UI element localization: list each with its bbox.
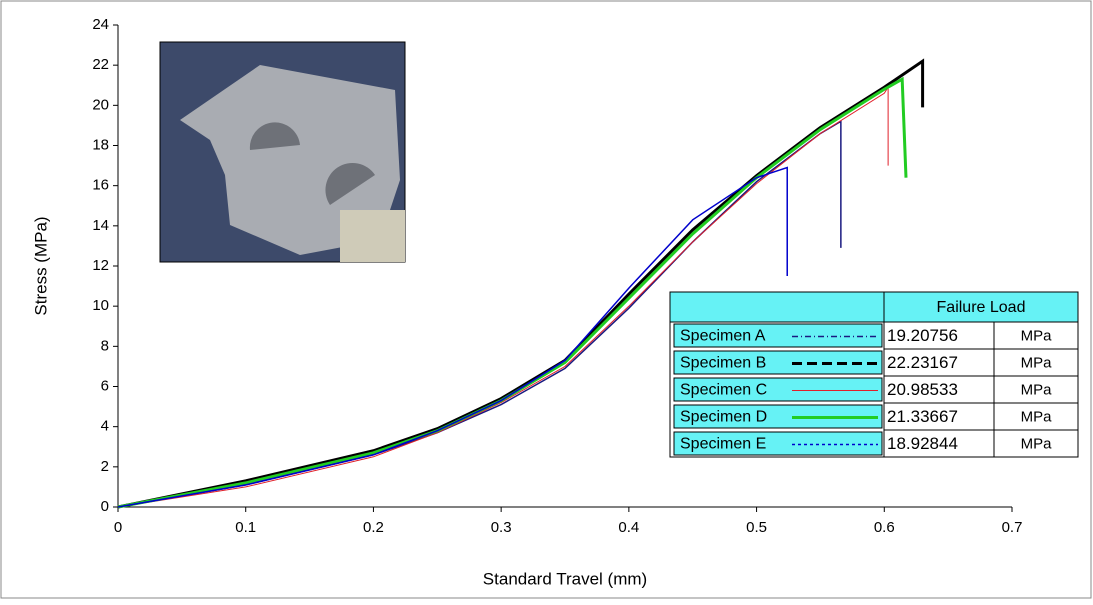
failure-unit: MPa — [1021, 327, 1053, 344]
y-tick-label: 22 — [92, 56, 109, 73]
failure-unit: MPa — [1021, 381, 1053, 398]
series-line — [117, 166, 788, 508]
value-cell — [883, 402, 995, 431]
failure-load: 21.33667 — [887, 407, 958, 426]
failure-load: 20.98533 — [887, 380, 958, 399]
table-border — [669, 291, 1079, 458]
unit-cell — [993, 348, 1079, 377]
x-tick-label: 0.4 — [618, 519, 639, 536]
series-line — [117, 76, 908, 509]
failure-load: 19.20756 — [887, 326, 958, 345]
y-tick-label: 24 — [92, 16, 109, 33]
unit-cell — [993, 402, 1079, 431]
unit-cell — [993, 321, 1079, 350]
y-tick-label: 0 — [101, 498, 109, 515]
x-tick-label: 0.5 — [746, 519, 767, 536]
legend-cell — [673, 377, 883, 402]
legend-label: Specimen A — [680, 328, 766, 345]
x-tick-label: 0 — [114, 519, 122, 536]
legend-cell — [673, 350, 883, 375]
y-tick-label: 16 — [92, 177, 109, 194]
failure-load: 22.23167 — [887, 353, 958, 372]
y-tick-label: 12 — [92, 257, 109, 274]
y-axis-title: Stress (MPa) — [31, 216, 50, 315]
value-cell — [883, 348, 995, 377]
x-tick-label: 0.6 — [874, 519, 895, 536]
y-tick-label: 6 — [101, 377, 109, 394]
y-tick-label: 10 — [92, 297, 109, 314]
series-line — [117, 58, 925, 509]
table-header: Failure Load — [937, 299, 1026, 316]
failure-unit: MPa — [1021, 435, 1053, 452]
legend-label: Specimen B — [680, 355, 766, 372]
y-tick-label: 18 — [92, 136, 109, 153]
y-tick-label: 4 — [101, 418, 109, 435]
x-tick-label: 0.1 — [235, 519, 256, 536]
x-axis-title: Standard Travel (mm) — [483, 569, 647, 588]
legend-cell — [673, 431, 883, 456]
x-tick-label: 0.3 — [491, 519, 512, 536]
table-header-bg — [669, 291, 1079, 323]
x-tick-label: 0.2 — [363, 519, 384, 536]
legend-cell — [673, 323, 883, 348]
inset-photo — [159, 41, 406, 263]
x-tick-label: 0.7 — [1002, 519, 1023, 536]
failure-unit: MPa — [1021, 408, 1053, 425]
series-line — [117, 85, 889, 508]
failure-load: 18.92844 — [887, 434, 958, 453]
y-tick-label: 14 — [92, 217, 109, 234]
y-tick-label: 8 — [101, 337, 109, 354]
value-cell — [883, 429, 995, 458]
failure-unit: MPa — [1021, 354, 1053, 371]
y-tick-label: 20 — [92, 96, 109, 113]
y-tick-label: 2 — [101, 458, 109, 475]
legend-label: Specimen E — [680, 436, 766, 453]
legend-cell — [673, 404, 883, 429]
legend-label: Specimen D — [680, 409, 767, 426]
value-cell — [883, 321, 995, 350]
legend-label: Specimen C — [680, 382, 767, 399]
